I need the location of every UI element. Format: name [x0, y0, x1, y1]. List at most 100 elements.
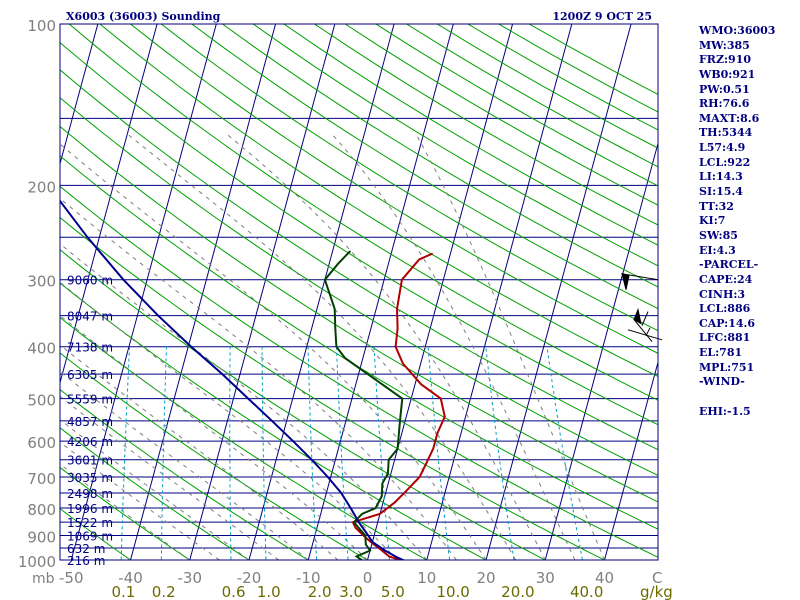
index-value: L57:4.9 [699, 141, 746, 155]
isotherm-line [60, 24, 158, 385]
chart-series [60, 199, 446, 560]
temperature-tick-label: -40 [118, 569, 143, 587]
isotherm-line [485, 24, 632, 560]
pressure-tick-label: 500 [27, 392, 56, 410]
index-value: -WIND- [699, 375, 745, 389]
temperature-tick-label: 20 [476, 569, 495, 587]
mixing-ratio-line [307, 346, 318, 560]
pressure-tick-label: 600 [27, 434, 56, 452]
mixing-ratio-tick-label: 0.2 [152, 583, 176, 600]
isotherm-line [307, 24, 454, 560]
index-value: FRZ:910 [699, 53, 752, 67]
height-label: 5559 m [67, 393, 113, 407]
mixing-ratio-tick-label: 0.1 [111, 583, 135, 600]
isotherm-line [189, 24, 336, 560]
pressure-tick-label: 700 [27, 470, 56, 488]
isotherm-line [426, 24, 573, 560]
isotherm-line [544, 141, 658, 560]
temperature-tick-label: -20 [237, 569, 262, 587]
index-value: CAP:14.6 [699, 316, 756, 330]
mixing-ratio-tick-label: 40.0 [570, 583, 603, 600]
height-label: 1996 m [67, 502, 113, 516]
moist-adiabat-line [415, 133, 605, 560]
dry-adiabat-line [60, 282, 488, 560]
dry-adiabat-line [60, 155, 658, 530]
index-value: CAPE:24 [699, 272, 753, 286]
wind-barb [621, 273, 659, 290]
pressure-tick-label: 400 [27, 340, 56, 358]
moist-adiabat-line [60, 314, 368, 560]
series-dewpoint [323, 250, 404, 560]
mixing-ratio-line [427, 346, 451, 560]
height-label: 1522 m [67, 516, 113, 530]
mixing-ratio-tick-label: 1.0 [257, 583, 281, 600]
dry-adiabat-line [283, 24, 658, 246]
height-label: 2498 m [67, 487, 113, 501]
moist-adiabat-line [225, 133, 546, 560]
indices-panel: WMO:36003 MW:385 FRZ:910 WB0:921 PW:0.51 RH:7… [699, 24, 799, 419]
index-value: TT:32 [699, 199, 734, 213]
chart-title-right: 1200Z 9 OCT 25 [552, 10, 652, 23]
mixing-ratio-line [120, 346, 131, 560]
mixing-ratio-tick-label: 3.0 [339, 583, 363, 600]
height-label: 216 m [67, 554, 105, 568]
index-value: SW:85 [699, 228, 738, 242]
mixing-ratio-line [261, 346, 267, 560]
wind-barb [633, 307, 653, 342]
height-label: 3601 m [67, 454, 113, 468]
isotherm-line [60, 24, 99, 166]
index-value: CINH:3 [699, 287, 746, 301]
dry-adiabat-line [60, 125, 658, 503]
mixing-ratio-tick-label: 0.6 [222, 583, 246, 600]
dry-adiabat-line [60, 249, 547, 560]
moist-adiabat-line [330, 133, 576, 560]
moist-adiabat-line [60, 243, 428, 560]
height-label: 4206 m [67, 435, 113, 449]
mixing-ratio-unit: g/kg [640, 583, 673, 600]
index-value: LI:14.3 [699, 170, 743, 184]
pressure-tick-label: 900 [27, 528, 56, 546]
mixing-ratio-tick-label: 5.0 [381, 583, 405, 600]
dry-adiabat-line [99, 24, 658, 378]
pressure-tick-label: 300 [27, 273, 56, 291]
dry-adiabat-line [60, 97, 658, 477]
chart-title-left: X6003 (36003) Sounding [66, 10, 221, 23]
dry-adiabat-line [222, 24, 658, 288]
index-value: EL:781 [699, 346, 743, 360]
moist-adiabat-line [60, 197, 457, 560]
dry-adiabat-line [60, 466, 191, 560]
isotherm-line [604, 360, 658, 560]
index-value: MAXT:8.6 [699, 111, 760, 125]
chart-grid [60, 24, 658, 560]
index-value: KI:7 [699, 214, 726, 228]
index-value: LCL:922 [699, 155, 751, 169]
y-axis-unit: mb [32, 571, 55, 587]
mixing-ratio-line [160, 346, 167, 560]
moist-adiabat-line [126, 133, 517, 560]
dry-adiabat-line [252, 24, 658, 267]
dry-adiabat-line [60, 427, 250, 560]
height-label: 1069 m [67, 529, 113, 543]
series-temperature [351, 252, 446, 560]
temperature-tick-label: 0 [363, 569, 373, 587]
index-value: MW:385 [699, 38, 750, 52]
temperature-tick-label: 40 [595, 569, 614, 587]
height-label: 4857 m [67, 415, 113, 429]
moist-adiabat-line [60, 371, 309, 560]
dry-adiabat-line [191, 24, 658, 310]
index-value: WMO:36003 [699, 24, 776, 37]
height-label: 8047 m [67, 310, 113, 324]
mixing-ratio-tick-label: 10.0 [436, 583, 469, 600]
index-value: -PARCEL- [699, 258, 759, 272]
height-label: 632 m [67, 542, 105, 556]
index-value: EI:4.3 [699, 243, 736, 257]
series-parcel [60, 199, 406, 560]
pressure-tick-label: 100 [27, 17, 56, 35]
temperature-tick-label: 30 [536, 569, 555, 587]
height-label: 3035 m [67, 471, 113, 485]
height-label: 9060 m [67, 274, 113, 288]
index-value [699, 390, 799, 405]
index-value: LFC:881 [699, 331, 751, 345]
mixing-ratio-tick-label: 20.0 [501, 583, 534, 600]
